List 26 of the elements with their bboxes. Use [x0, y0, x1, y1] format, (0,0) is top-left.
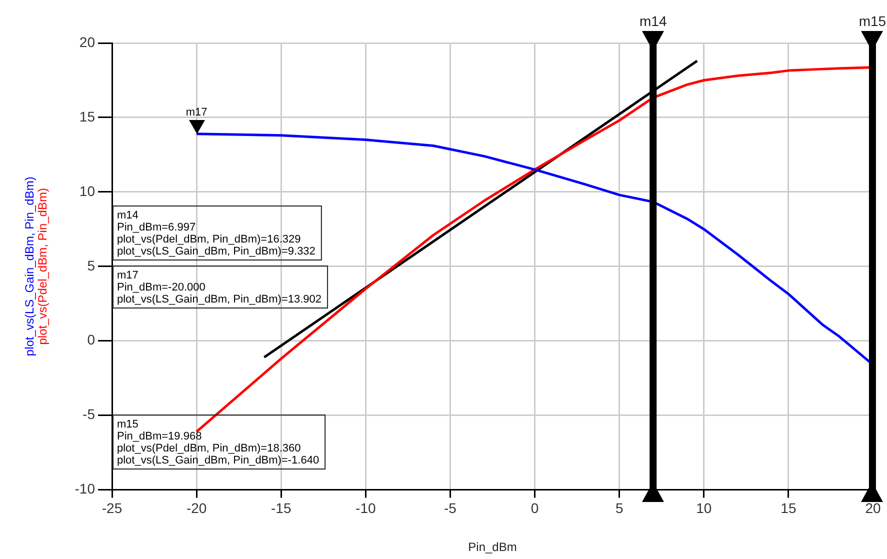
ref-line-label: m14: [639, 12, 667, 29]
x-axis-title: Pin_dBm: [468, 540, 517, 554]
annotation: m17 Pin_dBm=-20.000 plot_vs(LS_Gain_dBm, Pin_dBm)=13.902: [117, 270, 322, 306]
annotation: m14 Pin_dBm=6.997 plot_vs(Pdel_dBm, Pin_dBm)=16.329 plot_vs(LS_Gain_dBm, Pin_dBm)=9.332: [117, 210, 316, 258]
x-tick-label: -20: [186, 500, 207, 516]
y-tick-label: 5: [87, 257, 96, 274]
annotation: m17: [186, 106, 208, 118]
y-tick-label: 20: [79, 34, 96, 50]
ref-line-label: m15: [858, 12, 886, 29]
y-tick-label: 10: [79, 182, 96, 199]
annotation: m15 Pin_dBm=19.968 plot_vs(Pdel_dBm, Pin_dBm)=18.360 plot_vs(LS_Gain_dBm, Pin_dBm)=-1.640: [117, 418, 320, 467]
x-tick-label: 20: [865, 500, 881, 516]
x-tick-label: -25: [102, 500, 122, 516]
y-tick-label: -5: [82, 406, 96, 422]
y-tick-label: 15: [79, 108, 96, 124]
x-tick-label: 0: [530, 500, 539, 516]
x-tick-label: 5: [615, 500, 624, 516]
text: plot_vs(LS_Gain_dBm, Pin_dBm): [22, 176, 36, 356]
x-tick-label: -5: [444, 500, 457, 516]
x-tick-label: -15: [270, 500, 292, 516]
text: plot_vs(Pdel_dBm, Pin_dBm): [35, 188, 50, 345]
x-tick-label: -10: [356, 500, 376, 516]
y-tick-label: -10: [74, 480, 96, 497]
x-tick-label: 15: [780, 500, 796, 516]
x-tick-label: 10: [696, 500, 712, 516]
y-tick-label: 0: [87, 332, 96, 348]
